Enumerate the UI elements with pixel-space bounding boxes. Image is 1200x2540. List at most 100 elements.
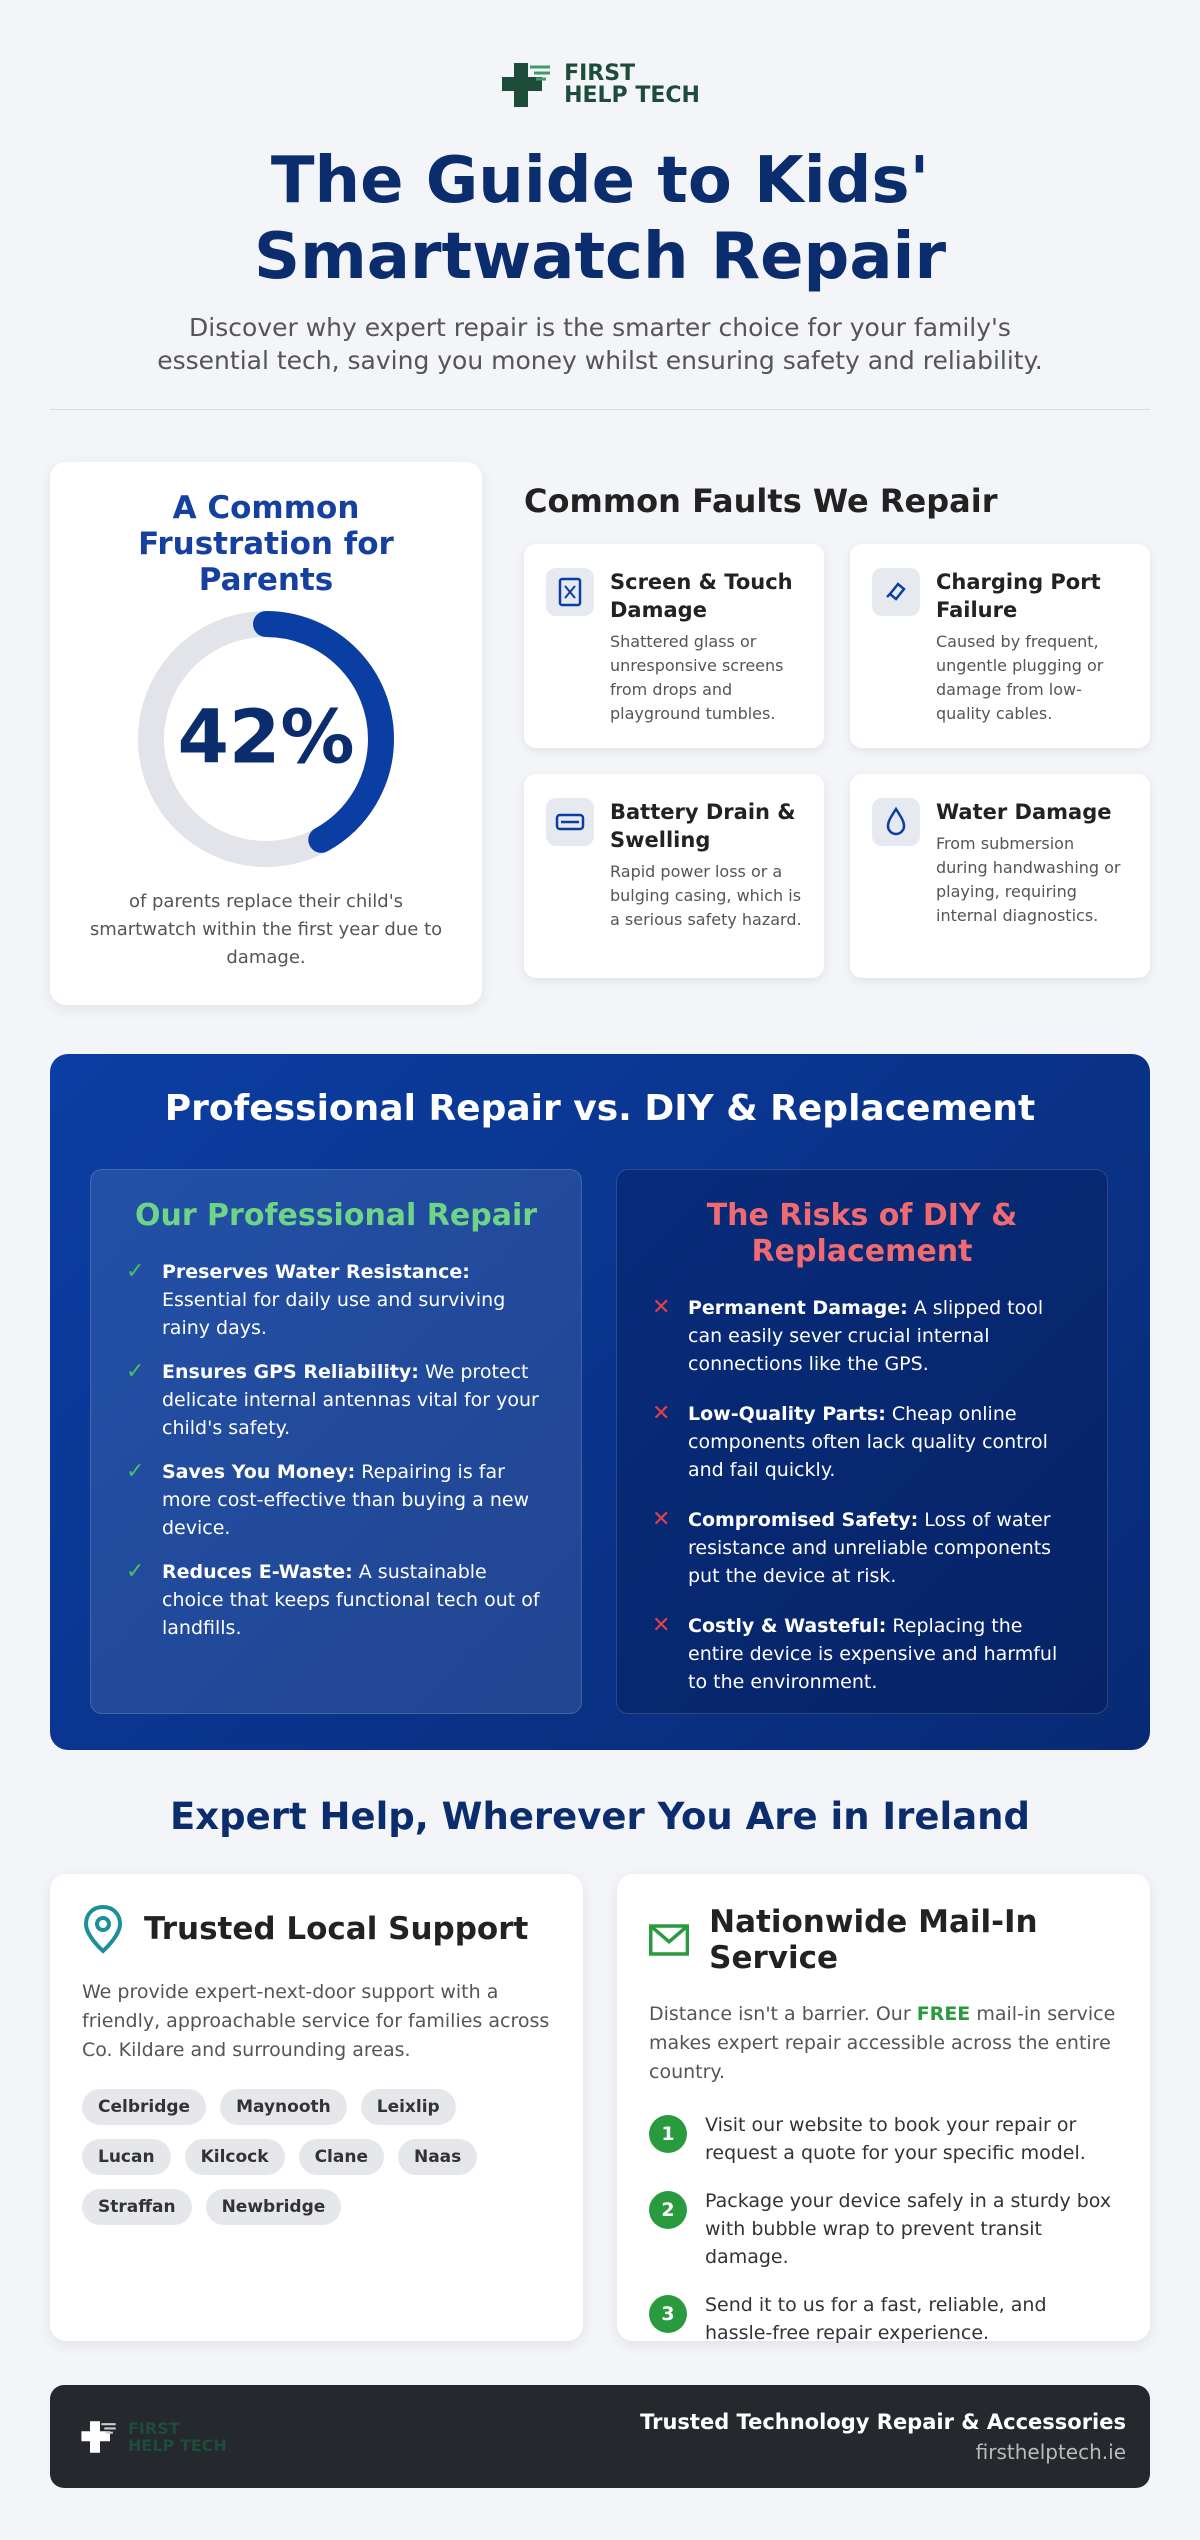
brand-line: FIRST bbox=[128, 2418, 180, 2438]
ireland-heading: Expert Help, Wherever You Are in Ireland bbox=[169, 1795, 1030, 1838]
town-pill: Straffan bbox=[82, 2189, 192, 2225]
step: 3 Send it to us for a fast, reliable, and… bbox=[649, 2291, 1118, 2347]
item-title: Ensures GPS Reliability: bbox=[162, 1361, 419, 1383]
towns: Celbridge Maynooth Leixlip Lucan Kilcock Clan… bbox=[82, 2089, 551, 2225]
item-title: Costly & Wasteful: bbox=[688, 1615, 887, 1637]
list-item: ✕ Compromised Safety: Loss of water resis… bbox=[652, 1506, 1072, 1590]
item-text: Ensures GPS Reliability: We protect deli… bbox=[162, 1358, 546, 1442]
panel-heading: The Risks of DIY & Replacement bbox=[706, 1198, 1018, 1269]
marker: ✕ bbox=[652, 1295, 671, 1320]
fault-card: Screen & Touch Damage Shattered glass or … bbox=[524, 544, 824, 748]
item-text: Permanent Damage: A slipped tool can eas… bbox=[688, 1294, 1072, 1378]
fault-text: Caused by frequent, ungentle plugging or… bbox=[936, 632, 1104, 723]
footer-right: Trusted Technology Repair & Accessories … bbox=[640, 2410, 1126, 2464]
list-item: ✓ Preserves Water Resistance: Essential f… bbox=[126, 1258, 546, 1342]
fault-card: Battery Drain & Swelling Rapid power loss… bbox=[524, 774, 824, 978]
fault-body: Charging Port Failure Caused by frequent,… bbox=[936, 568, 1128, 724]
divider bbox=[50, 409, 1150, 410]
logo-text: FIRST HELP TECH bbox=[128, 2420, 227, 2454]
logo-icon bbox=[502, 63, 551, 107]
fault-text: From submersion during handwashing or pl… bbox=[936, 834, 1121, 925]
item-text: Preserves Water Resistance: Essential fo… bbox=[162, 1258, 546, 1342]
item-desc: A slipped tool can easily sever crucial … bbox=[688, 1297, 1044, 1375]
card-text: Distance isn't a barrier. Our FREE mail-… bbox=[649, 2000, 1118, 2087]
comparison-columns: Our Professional Repair ✓ Preserves Water … bbox=[90, 1169, 1110, 1714]
fault-icon bbox=[872, 798, 920, 846]
fault-body: Screen & Touch Damage Shattered glass or … bbox=[610, 568, 802, 724]
list-item: ✕ Low-Quality Parts: Cheap online compone… bbox=[652, 1400, 1072, 1484]
item-desc: Loss of water resistance and unreliable … bbox=[688, 1509, 1052, 1587]
item-desc: We protect delicate internal antennas vi… bbox=[162, 1361, 539, 1439]
subtitle: Discover why expert repair is the smarte… bbox=[157, 313, 1043, 375]
brand-line: HELP TECH bbox=[564, 83, 700, 108]
fault-card: Charging Port Failure Caused by frequent,… bbox=[850, 544, 1150, 748]
list-item: ✕ Costly & Wasteful: Replacing the entire… bbox=[652, 1612, 1072, 1696]
step-text: Visit our website to book your repair or… bbox=[705, 2114, 1086, 2164]
fault-card: Water Damage From submersion during handw… bbox=[850, 774, 1150, 978]
town-pill: Celbridge bbox=[82, 2089, 207, 2125]
item-title: Compromised Safety: bbox=[688, 1509, 919, 1531]
card-header: Trusted Local Support bbox=[82, 1904, 551, 1954]
icon bbox=[558, 577, 582, 607]
stat-card: A Common Frustration for Parents 42% of … bbox=[50, 462, 482, 1005]
card-heading: Trusted Local Support bbox=[144, 1911, 529, 1947]
comparison: Professional Repair vs. DIY & Replacemen… bbox=[50, 1054, 1150, 1750]
item-text: Saves You Money: Repairing is far more c… bbox=[162, 1458, 546, 1542]
service-row: Trusted Local Support We provide expert-… bbox=[50, 1874, 1150, 2344]
town-pill: Clane bbox=[298, 2139, 384, 2175]
marker: ✓ bbox=[126, 1559, 145, 1584]
item-desc: Replacing the entire device is expensive… bbox=[688, 1615, 1058, 1693]
logo-text: FIRST HELP TECH bbox=[564, 63, 700, 107]
stat-value: 42% bbox=[177, 695, 354, 781]
marker: ✓ bbox=[126, 1359, 145, 1384]
step: 1 Visit our website to book your repair o… bbox=[649, 2111, 1118, 2167]
item-desc: Essential for daily use and surviving ra… bbox=[162, 1289, 506, 1339]
mail-icon bbox=[649, 1924, 690, 1956]
town-pill: Leixlip bbox=[360, 2089, 456, 2125]
faults: Common Faults We Repair Screen & Touch D… bbox=[524, 462, 1150, 1005]
fault-title: Screen & Touch Damage bbox=[610, 570, 793, 622]
item-title: Preserves Water Resistance: bbox=[162, 1261, 470, 1283]
faults-grid: Screen & Touch Damage Shattered glass or … bbox=[524, 544, 1150, 978]
step-number: 1 bbox=[649, 2115, 687, 2153]
marker: ✕ bbox=[652, 1507, 671, 1532]
item-desc: A sustainable choice that keeps function… bbox=[162, 1561, 540, 1639]
tagline: Trusted Technology Repair & Accessories bbox=[640, 2409, 1126, 2434]
town-pill: Naas bbox=[397, 2139, 478, 2175]
diy-panel: The Risks of DIY & Replacement ✕ Permanent… bbox=[616, 1169, 1108, 1714]
fault-icon bbox=[546, 798, 594, 846]
card-text: We provide expert-next-door support with… bbox=[82, 1981, 550, 2061]
panel-heading: Our Professional Repair bbox=[134, 1198, 538, 1233]
item-text: Compromised Safety: Loss of water resist… bbox=[688, 1506, 1072, 1590]
stat-heading: A Common Frustration for Parents bbox=[138, 490, 394, 598]
list-item: ✓ Ensures GPS Reliability: We protect del… bbox=[126, 1358, 546, 1442]
fault-text: Rapid power loss or a bulging casing, wh… bbox=[610, 862, 802, 929]
icon bbox=[886, 806, 906, 836]
list-item: ✓ Saves You Money: Repairing is far more … bbox=[126, 1458, 546, 1542]
item-text: Low-Quality Parts: Cheap online componen… bbox=[688, 1400, 1072, 1484]
item-text: Reduces E-Waste: A sustainable choice th… bbox=[162, 1558, 546, 1642]
stat-caption: of parents replace their child's smartwa… bbox=[89, 891, 443, 968]
footer-logo: FIRST HELP TECH bbox=[80, 2417, 227, 2457]
town-pill: Kilcock bbox=[184, 2139, 285, 2175]
item-title: Low-Quality Parts: bbox=[688, 1403, 886, 1425]
icon bbox=[555, 813, 585, 831]
brand-line: HELP TECH bbox=[128, 2435, 227, 2455]
fault-text: Shattered glass or unresponsive screens … bbox=[610, 632, 784, 723]
list-item: ✕ Permanent Damage: A slipped tool can ea… bbox=[652, 1294, 1072, 1378]
marker: ✕ bbox=[652, 1613, 671, 1638]
item-desc: Repairing is far more cost-effective tha… bbox=[162, 1461, 530, 1539]
brand-line: FIRST bbox=[564, 61, 636, 86]
icon bbox=[886, 582, 906, 601]
fault-body: Battery Drain & Swelling Rapid power loss… bbox=[610, 798, 802, 954]
item-title: Permanent Damage: bbox=[688, 1297, 908, 1319]
ring: 42% bbox=[138, 611, 394, 867]
fault-title: Charging Port Failure bbox=[936, 570, 1101, 622]
marker: ✓ bbox=[126, 1259, 145, 1284]
step-number: 2 bbox=[649, 2191, 687, 2229]
fault-icon bbox=[546, 568, 594, 616]
logo: FIRST HELP TECH bbox=[50, 0, 1150, 115]
card-header: Nationwide Mail-In Service bbox=[649, 1904, 1118, 1976]
